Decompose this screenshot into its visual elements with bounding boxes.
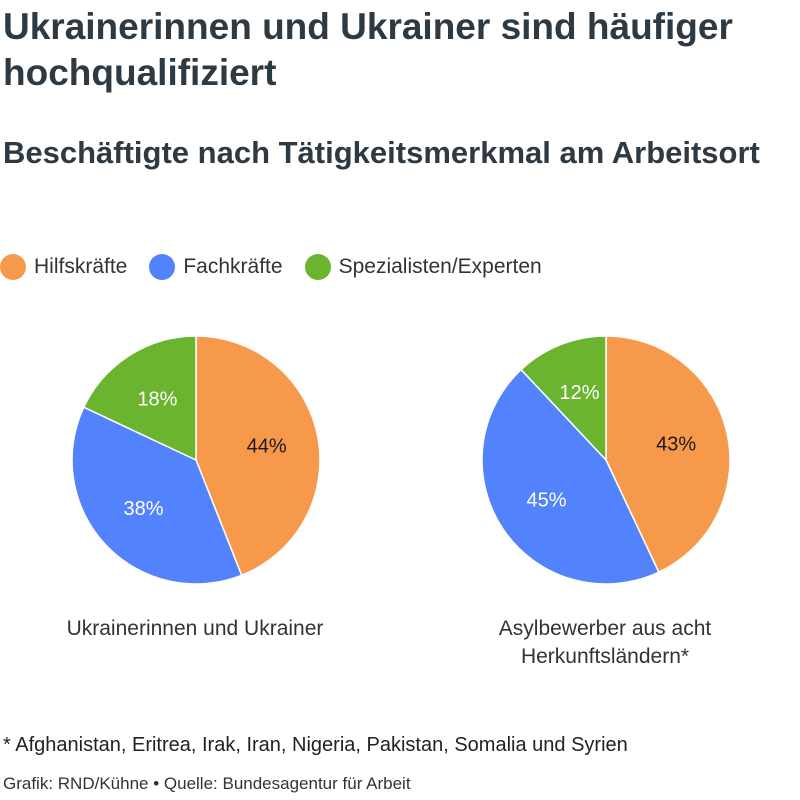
pie-label-fachkraefte: 38% bbox=[124, 498, 164, 520]
legend-item-fachkraefte: Fachkräfte bbox=[149, 254, 283, 280]
pie-label-fachkraefte: 45% bbox=[527, 489, 567, 511]
legend-swatch-spezialisten bbox=[304, 254, 331, 280]
legend-item-hilfskraefte: Hilfskräfte bbox=[0, 254, 127, 280]
chart-caption-ukrainer: Ukrainerinnen und Ukrainer bbox=[66, 617, 324, 640]
pie-label-spezialisten: 18% bbox=[137, 388, 177, 410]
pie-slice-fachkraefte bbox=[71, 406, 243, 585]
pie-chart-ukrainer: 44% 38% 18% bbox=[71, 335, 321, 585]
chart-subtitle: Beschäftigte nach Tätigkeitsmerkmal am A… bbox=[3, 135, 760, 170]
legend-label-hilfskraefte: Hilfskräfte bbox=[34, 255, 128, 278]
pie-chart-asylbewerber: 43% 45% 12% bbox=[481, 335, 731, 585]
chart-title: Ukrainerinnen und Ukrainer sind häufiger… bbox=[3, 6, 733, 93]
source-line: Grafik: RND/Kühne • Quelle: Bundesagentu… bbox=[3, 774, 411, 793]
legend-swatch-fachkraefte bbox=[149, 254, 176, 280]
pie-label-hilfskraefte: 44% bbox=[247, 436, 287, 458]
legend: Hilfskräfte Fachkräfte Spezialisten/Expe… bbox=[0, 252, 564, 282]
legend-label-spezialisten: Spezialisten/Experten bbox=[338, 255, 542, 278]
pie-slice-spezialisten bbox=[82, 335, 197, 462]
pie-slice-hilfskraefte bbox=[195, 335, 321, 577]
charts-area: 44% 38% 18% Ukrainerinnen und Ukrainer 43%… bbox=[0, 330, 800, 710]
pie-label-spezialisten: 12% bbox=[560, 382, 600, 404]
pie-label-hilfskraefte: 43% bbox=[656, 433, 696, 455]
footnote: * Afghanistan, Eritrea, Irak, Iran, Nige… bbox=[3, 734, 628, 756]
legend-label-fachkraefte: Fachkräfte bbox=[183, 255, 283, 278]
pie-slice-spezialisten bbox=[520, 335, 607, 462]
chart-caption-asylbewerber: Asylbewerber aus acht Herkunftsländern* bbox=[498, 617, 712, 668]
legend-swatch-hilfskraefte bbox=[0, 254, 26, 280]
legend-item-spezialisten: Spezialisten/Experten bbox=[304, 254, 542, 280]
pie-slice-fachkraefte bbox=[481, 368, 660, 585]
pie-slice-hilfskraefte bbox=[605, 335, 731, 574]
